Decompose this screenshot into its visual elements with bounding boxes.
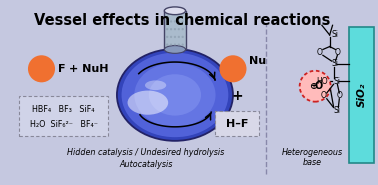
- Text: Hidden catalysis / Undesired hydrolysis: Hidden catalysis / Undesired hydrolysis: [67, 148, 225, 157]
- Text: Si: Si: [333, 77, 341, 86]
- Text: Si: Si: [333, 106, 341, 115]
- Text: Si: Si: [332, 31, 339, 39]
- Ellipse shape: [164, 7, 186, 15]
- Text: SiO₂: SiO₂: [356, 83, 367, 107]
- Text: HBF₄   BF₃   SiF₄: HBF₄ BF₃ SiF₄: [33, 105, 95, 114]
- FancyBboxPatch shape: [19, 96, 108, 137]
- Text: Autocatalysis: Autocatalysis: [119, 160, 173, 169]
- Text: O: O: [336, 91, 342, 100]
- Ellipse shape: [117, 49, 233, 141]
- Text: Vessel effects in chemical reactions: Vessel effects in chemical reactions: [34, 13, 330, 28]
- Text: F: F: [58, 64, 65, 74]
- Circle shape: [181, 43, 184, 46]
- Circle shape: [170, 20, 172, 23]
- Text: H₂O  SiF₆²⁻   BF₄⁻: H₂O SiF₆²⁻ BF₄⁻: [30, 120, 98, 129]
- Text: O: O: [335, 48, 340, 57]
- Text: Si: Si: [332, 59, 339, 68]
- Text: H–F: H–F: [226, 119, 248, 129]
- Ellipse shape: [134, 63, 215, 127]
- Circle shape: [166, 36, 168, 38]
- Circle shape: [174, 28, 176, 30]
- Circle shape: [219, 55, 246, 82]
- Text: Nu: Nu: [249, 56, 266, 66]
- Ellipse shape: [164, 46, 186, 53]
- Ellipse shape: [122, 53, 228, 137]
- Circle shape: [166, 28, 168, 30]
- Text: O: O: [315, 81, 323, 91]
- FancyBboxPatch shape: [215, 111, 259, 137]
- FancyBboxPatch shape: [349, 27, 374, 163]
- Text: +: +: [232, 89, 243, 103]
- Circle shape: [174, 20, 176, 23]
- Ellipse shape: [127, 91, 168, 115]
- Circle shape: [170, 36, 172, 38]
- Text: O: O: [321, 91, 327, 100]
- Circle shape: [181, 28, 184, 30]
- Text: ⊕: ⊕: [309, 81, 317, 91]
- Circle shape: [166, 43, 168, 46]
- Circle shape: [28, 55, 55, 82]
- Circle shape: [178, 43, 180, 46]
- Ellipse shape: [149, 74, 201, 116]
- Circle shape: [178, 20, 180, 23]
- Ellipse shape: [145, 80, 166, 90]
- Text: Heterogeneous
base: Heterogeneous base: [282, 148, 343, 167]
- Circle shape: [166, 20, 168, 23]
- Circle shape: [178, 28, 180, 30]
- Text: + NuH: + NuH: [68, 64, 108, 74]
- Circle shape: [181, 36, 184, 38]
- Circle shape: [170, 43, 172, 46]
- Circle shape: [181, 20, 184, 23]
- Text: O: O: [317, 48, 323, 57]
- Circle shape: [178, 36, 180, 38]
- Text: HO: HO: [316, 77, 328, 86]
- Circle shape: [300, 71, 331, 102]
- FancyBboxPatch shape: [164, 11, 186, 49]
- Circle shape: [170, 28, 172, 30]
- Circle shape: [174, 43, 176, 46]
- Circle shape: [174, 36, 176, 38]
